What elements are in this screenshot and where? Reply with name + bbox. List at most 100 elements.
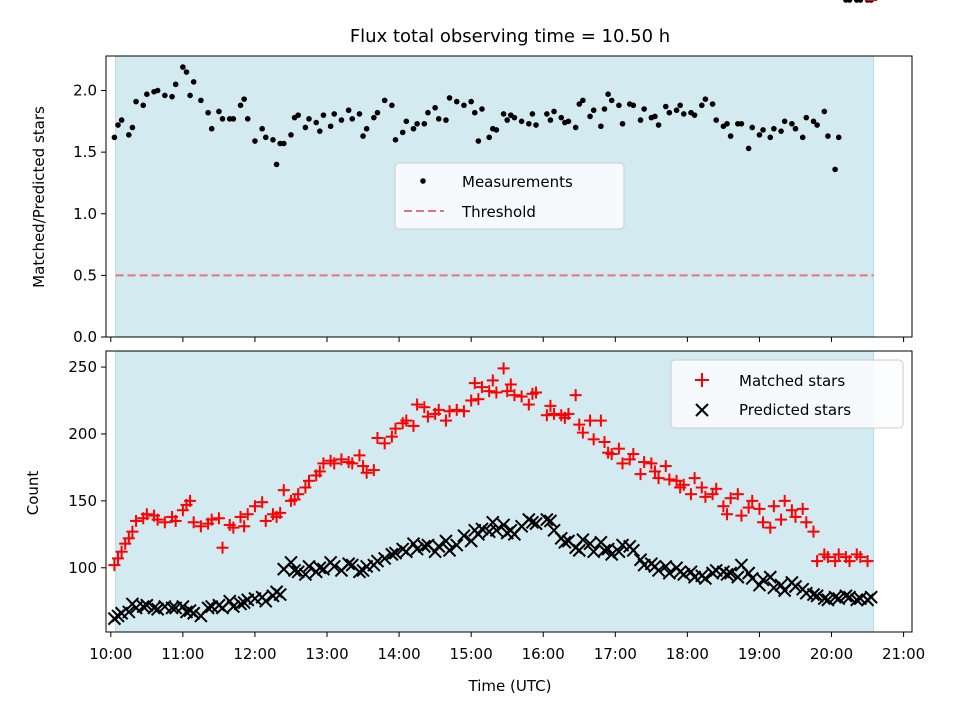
matched-star-point (400, 414, 413, 427)
matched-star-point (357, 460, 370, 473)
bottom-axes-frame (105, 350, 913, 633)
matched-star-point (468, 377, 481, 390)
measurement-point (771, 125, 777, 132)
matched-star-point (717, 500, 730, 513)
measurement-point (144, 91, 150, 98)
matched-star-point (256, 496, 269, 509)
matched-star-point (115, 545, 128, 558)
matched-star-point (710, 482, 723, 495)
matched-star-point (465, 394, 478, 407)
matched-star-point (371, 431, 384, 444)
measurement-point (810, 118, 817, 125)
matched-star-point (205, 513, 218, 526)
predicted-star-point (233, 597, 248, 611)
measurement-point (118, 117, 125, 123)
matched-star-point (497, 362, 510, 375)
measurement-point (461, 102, 467, 109)
y-tick-label: 250 (68, 358, 97, 376)
measurement-point (208, 125, 215, 132)
measurement-point (698, 102, 705, 109)
measurement-point (616, 102, 622, 109)
matched-star-point (785, 504, 798, 517)
matched-star-point (807, 525, 820, 538)
predicted-star-point (417, 539, 432, 554)
matched-star-point (616, 457, 629, 470)
matched-star-point (367, 464, 380, 477)
measurement-point (580, 97, 586, 104)
predicted-star-point (651, 563, 666, 578)
matched-star-point (605, 448, 618, 461)
predicted-star-point (572, 543, 586, 558)
measurement-point (825, 133, 831, 139)
matched-star-point (385, 430, 398, 443)
measurement-point (781, 118, 788, 125)
measurement-point (709, 101, 716, 107)
matched-star-point (508, 389, 521, 402)
x-tick-label: 17:00 (594, 645, 637, 663)
measurement-point (655, 122, 662, 128)
measurement-point (479, 106, 485, 112)
predicted-star-point (259, 594, 273, 608)
matched-star-point (108, 559, 121, 572)
x-tick-label: 16:00 (522, 645, 565, 663)
predicted-star-point (147, 601, 161, 615)
legend-predicted-label: Predicted stars (739, 401, 851, 419)
matched-star-point (598, 435, 611, 448)
bottom-y-axis-label: Count (24, 471, 42, 516)
predicted-star-point (273, 587, 287, 602)
measurement-point (702, 96, 709, 102)
matched-star-point (724, 492, 737, 505)
matched-star-point (328, 457, 341, 470)
predicted-star-point (439, 534, 453, 548)
measurement-point (576, 101, 583, 107)
measurement-point (662, 103, 669, 110)
top-axes-frame (105, 55, 913, 338)
measurement-point (133, 98, 139, 105)
matched-star-point (569, 389, 582, 402)
matched-star-point (659, 460, 672, 473)
measurement-point (273, 161, 280, 168)
matched-star-point (832, 548, 845, 561)
measurement-point (198, 97, 204, 104)
bottom-panel: 100 150 200 250 10:00 11:00 12:00 13:00 14:00 15… (24, 0, 925, 695)
predicted-star-point (806, 587, 821, 602)
measurement-point (547, 117, 554, 123)
matched-star-point (194, 520, 207, 533)
matched-star-point (652, 472, 665, 485)
matched-star-point (775, 513, 788, 526)
x-tick-label: 14:00 (377, 645, 420, 663)
top-y-axis-label: Matched/Predicted stars (30, 106, 48, 288)
matched-star-point (663, 473, 676, 486)
predicted-star-point (341, 557, 356, 571)
predicted-star-point (810, 589, 824, 603)
matched-star-point (486, 374, 499, 387)
measurement-point (526, 120, 532, 127)
measurement-point (216, 108, 222, 115)
measurement-point (262, 134, 269, 141)
matched-star-point (126, 525, 139, 538)
matched-star-point (216, 541, 229, 554)
y-tick-label: 2.0 (73, 82, 97, 100)
matched-star-point (627, 448, 640, 461)
predicted-star-point (626, 543, 641, 558)
predicted-star-point (612, 545, 626, 559)
measurement-point (789, 120, 795, 127)
chart-title: Flux total observing time = 10.50 h (350, 26, 670, 47)
measurement-point (126, 132, 132, 138)
predicted-star-point (410, 542, 424, 556)
matched-star-point (432, 403, 445, 416)
matched-star-point (576, 426, 589, 439)
predicted-star-point (388, 546, 403, 560)
predicted-star-point (486, 515, 500, 529)
predicted-star-point (756, 573, 770, 587)
measurement-point (349, 116, 356, 122)
matched-star-point (501, 385, 514, 398)
legend-threshold-label: Threshold (461, 203, 536, 221)
matched-star-point (778, 494, 791, 507)
measurement-point (295, 112, 301, 118)
measurement-point (115, 122, 121, 128)
measurement-point (724, 120, 730, 127)
matched-star-point (317, 457, 330, 470)
matched-star-point (227, 521, 240, 534)
measurement-point (652, 113, 658, 120)
